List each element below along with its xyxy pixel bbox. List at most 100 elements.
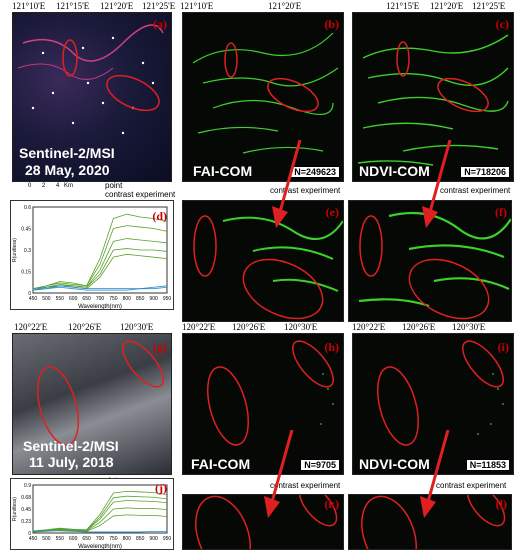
top-axis-label: 121°10'E: [12, 1, 46, 11]
x-tick-label: 450: [29, 296, 38, 302]
sensor-label: Sentinel-2/MSI: [23, 438, 119, 454]
bottom-axis-label: 120°26'E: [68, 322, 102, 332]
y-tick-label: 0.68: [21, 495, 31, 501]
panel-label: (i): [497, 340, 509, 354]
legend-contrast: contrast experiment: [440, 186, 511, 195]
x-tick-label: 900: [149, 296, 158, 302]
x-tick-label: 550: [56, 296, 65, 302]
x-tick-label: 750: [109, 296, 118, 302]
series-line-1: [32, 225, 168, 290]
panel-label: (d): [152, 209, 167, 223]
reflectance-chart: 450 500 550 600 650 700 750 800 850 900 950 0 0.15 0.…: [12, 205, 172, 310]
panel-label: (a): [153, 17, 167, 31]
y-tick-label: 0: [28, 291, 31, 297]
panel-label: (l): [495, 497, 507, 511]
panel-label: (j): [155, 481, 167, 495]
bottom-axis-label: 120°22'E: [14, 322, 48, 332]
date-label: 28 May, 2020: [25, 162, 110, 178]
legend-contrast: contrast experiment: [270, 186, 341, 195]
x-tick-label: 900: [149, 536, 158, 542]
bottom-axis-label: 120°30'E: [284, 322, 318, 332]
pointer-arrow: [272, 140, 302, 228]
top-axis-label: 121°10'E: [180, 1, 214, 11]
y-tick-label: 0.23: [21, 519, 31, 525]
panel-j-chart: 450 500 550 600 650 700 750 800 850 900 950 0 0.23 0.…: [10, 478, 174, 550]
x-tick-label: 750: [109, 536, 118, 542]
panel-label: (b): [324, 17, 339, 31]
pointer-arrow: [420, 430, 450, 518]
pointer-arrow: [264, 430, 294, 518]
x-tick-label: 950: [163, 296, 172, 302]
bottom-axis-label: 120°22'E: [182, 322, 216, 332]
scale-four: 4: [56, 183, 60, 189]
bottom-axis-label: 120°26'E: [232, 322, 266, 332]
y-tick-label: 0.15: [21, 270, 31, 276]
series-line-3: [32, 507, 168, 533]
series-line-2: [32, 500, 168, 532]
legend-contrast: contrast experiment: [270, 481, 341, 490]
bottom-axis-label: 120°30'E: [452, 322, 486, 332]
panel-d-chart: 450 500 550 600 650 700 750 800 850 900 950 0 0.15 0.…: [10, 200, 174, 310]
scale-unit: Km: [64, 183, 73, 189]
legend-contrast: contrast experiment: [436, 481, 507, 490]
x-tick-label: 550: [56, 536, 65, 542]
y-axis-label: R(unitless): [12, 238, 18, 262]
panel-e-fai-zoom: (e): [182, 200, 344, 322]
y-tick-label: 0.3: [24, 248, 31, 254]
plot-frame: [32, 206, 168, 294]
series-line-2: [32, 238, 168, 291]
top-axis-label: 121°25'E: [142, 1, 176, 11]
method-label: NDVI-COM: [359, 456, 430, 472]
x-tick-label: 950: [163, 536, 172, 542]
x-tick-label: 850: [136, 536, 145, 542]
bottom-axis-label: 120°30'E: [120, 322, 154, 332]
sensor-label: Sentinel-2/MSI: [19, 145, 115, 161]
top-axis-label: 121°20'E: [100, 1, 134, 11]
panel-label: (f): [495, 205, 507, 219]
method-label: FAI-COM: [193, 163, 253, 179]
top-axis-label: 121°20'E: [430, 1, 464, 11]
panel-b-fai-map: (b) FAI-COM N=249623: [182, 12, 344, 182]
x-tick-label: 600: [69, 296, 78, 302]
x-tick-label: 600: [69, 536, 78, 542]
series-line-0: [32, 213, 168, 290]
panel-label: (e): [325, 205, 339, 219]
series-line-0: [32, 490, 168, 532]
top-axis-label: 121°15'E: [386, 1, 420, 11]
legend-contrast: contrast experiment: [105, 190, 176, 199]
panel-k-fai-zoom: (k): [182, 494, 344, 550]
count-badge: N=9705: [300, 459, 340, 471]
method-label: NDVI-COM: [359, 163, 430, 179]
plot-frame: [32, 484, 168, 534]
series-line-4: [32, 253, 168, 291]
top-axis-label: 121°20'E: [268, 1, 302, 11]
panel-label: (h): [324, 340, 339, 354]
panel-label: (k): [324, 497, 339, 511]
x-tick-label: 800: [123, 536, 132, 542]
y-tick-label: 0.6: [24, 205, 31, 211]
count-badge: N=718206: [460, 166, 510, 178]
panel-label: (c): [495, 17, 509, 31]
panel-label: (g): [153, 340, 167, 354]
legend-point: point: [105, 181, 123, 190]
x-tick-label: 450: [29, 536, 38, 542]
scale-zero: 0: [28, 183, 32, 189]
x-tick-label: 500: [42, 536, 51, 542]
series-line-5: [32, 285, 168, 290]
x-tick-label: 800: [123, 296, 132, 302]
top-axis-label: 121°25'E: [472, 1, 506, 11]
date-label: 11 July, 2018: [29, 454, 114, 470]
panel-a-satellite-image: (a) Sentinel-2/MSI 28 May, 2020: [12, 12, 172, 182]
y-tick-label: 0: [28, 531, 31, 537]
series-line-6: [32, 286, 168, 291]
x-tick-label: 650: [82, 536, 91, 542]
top-axis-label: 121°15'E: [56, 1, 90, 11]
y-axis-label: R(unitless): [12, 497, 18, 521]
method-label: FAI-COM: [191, 456, 251, 472]
x-tick-label: 700: [96, 296, 105, 302]
x-tick-label: 500: [42, 296, 51, 302]
panel-f-ndvi-zoom: (f): [348, 200, 512, 322]
y-tick-label: 0.9: [24, 483, 31, 489]
panel-i-ndvi-map: (i) NDVI-COM N=11853: [352, 333, 514, 475]
x-tick-label: 850: [136, 296, 145, 302]
